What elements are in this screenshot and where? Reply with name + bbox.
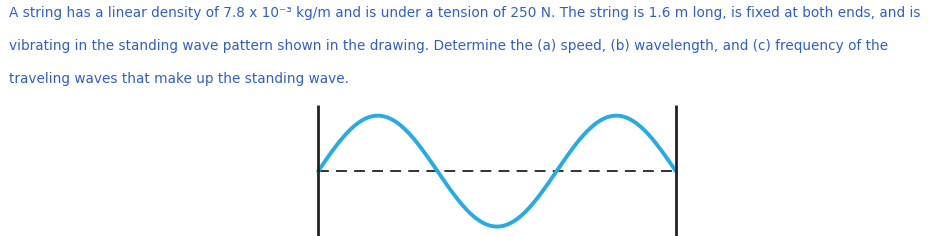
Text: vibrating in the standing wave pattern shown in the drawing. Determine the (a) s: vibrating in the standing wave pattern s…: [9, 39, 887, 53]
Text: A string has a linear density of 7.8 x 10⁻³ kg/m and is under a tension of 250 N: A string has a linear density of 7.8 x 1…: [9, 6, 920, 20]
Text: traveling waves that make up the standing wave.: traveling waves that make up the standin…: [9, 72, 349, 86]
